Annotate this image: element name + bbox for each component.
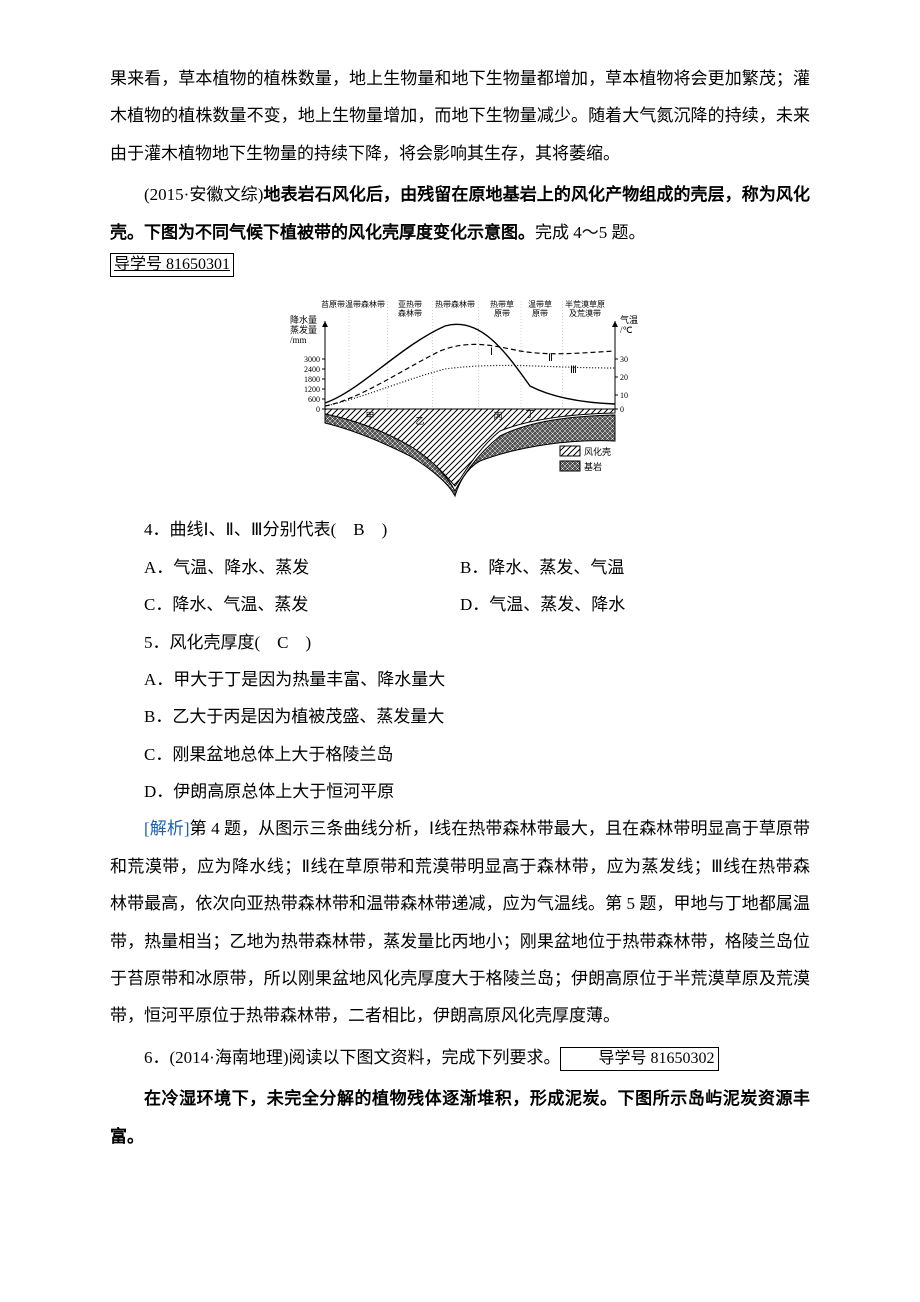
svg-text:600: 600 [308, 395, 320, 404]
svg-text:/℃: /℃ [620, 325, 633, 335]
svg-text:苔原带: 苔原带 [321, 299, 345, 309]
svg-text:1800: 1800 [304, 375, 320, 384]
svg-text:热带草: 热带草 [490, 299, 514, 309]
svg-text:原带: 原带 [532, 309, 548, 318]
svg-text:温带草: 温带草 [528, 299, 552, 309]
guide-number-2: 导学号 81650302 [560, 1047, 718, 1071]
q6-bold-intro: 在冷湿环境下，未完全分解的植物残体逐渐堆积，形成泥炭。下图所示岛屿泥炭资源丰富。 [110, 1080, 810, 1155]
analysis-paragraph: [解析]第 4 题，从图示三条曲线分析，Ⅰ线在热带森林带最大，且在森林带明显高于… [110, 810, 810, 1034]
svg-text:30: 30 [620, 355, 628, 364]
q4-choice-c: C．降水、气温、蒸发 [110, 586, 460, 623]
svg-text:原带: 原带 [494, 309, 510, 318]
q5-choice-c: C．刚果盆地总体上大于格陵兰岛 [110, 736, 810, 773]
svg-text:20: 20 [620, 373, 628, 382]
svg-text:Ⅰ: Ⅰ [490, 347, 493, 358]
svg-text:森林带: 森林带 [398, 308, 422, 318]
q4-row-2: C．降水、气温、蒸发 D．气温、蒸发、降水 [110, 586, 810, 623]
svg-text:0: 0 [620, 405, 624, 414]
svg-text:3000: 3000 [304, 355, 320, 364]
svg-text:热带森林带: 热带森林带 [435, 299, 475, 309]
svg-text:1200: 1200 [304, 385, 320, 394]
svg-text:及荒漠带: 及荒漠带 [569, 308, 601, 318]
svg-text:半荒漠草原: 半荒漠草原 [565, 299, 605, 309]
q5-choice-a: A．甲大于丁是因为热量丰富、降水量大 [110, 661, 810, 698]
svg-text:/mm: /mm [290, 335, 307, 345]
q6-stem: 6．(2014·海南地理)阅读以下图文资料，完成下列要求。导学号 8165030… [110, 1039, 810, 1076]
svg-text:丙: 丙 [493, 411, 502, 421]
svg-text:气温: 气温 [620, 314, 638, 325]
weathering-chart: 降水量蒸发量/mm气温/℃300024001800120060003020100… [110, 291, 810, 501]
q4-choice-d: D．气温、蒸发、降水 [460, 586, 810, 623]
continuation-paragraph: 果来看，草本植物的植株数量，地上生物量和地下生物量都增加，草本植物将会更加繁茂；… [110, 60, 810, 172]
q5-choice-b: B．乙大于丙是因为植被茂盛、蒸发量大 [110, 698, 810, 735]
guide-number-1: 导学号 81650301 [110, 253, 234, 277]
svg-text:甲: 甲 [365, 411, 374, 421]
q4-choice-a: A．气温、降水、蒸发 [110, 549, 460, 586]
svg-text:降水量: 降水量 [290, 314, 317, 325]
q4-row-1: A．气温、降水、蒸发 B．降水、蒸发、气温 [110, 549, 810, 586]
svg-text:2400: 2400 [304, 365, 320, 374]
q4-choice-b: B．降水、蒸发、气温 [460, 549, 810, 586]
svg-text:温带森林带: 温带森林带 [345, 299, 385, 309]
q4-stem: 4．曲线Ⅰ、Ⅱ、Ⅲ分别代表( B ) [110, 511, 810, 548]
svg-text:风化壳: 风化壳 [584, 446, 611, 457]
svg-text:乙: 乙 [415, 416, 424, 426]
analysis-body: 第 4 题，从图示三条曲线分析，Ⅰ线在热带森林带最大，且在森林带明显高于草原带和… [110, 819, 810, 1025]
svg-text:Ⅲ: Ⅲ [570, 365, 577, 376]
svg-text:基岩: 基岩 [584, 461, 602, 472]
question-4-5-stem: (2015·安徽文综)地表岩石风化后，由残留在原地基岩上的风化产物组成的壳层，称… [110, 176, 810, 251]
stem-tail: 完成 4～5 题。 [535, 223, 646, 242]
svg-text:0: 0 [316, 405, 320, 414]
source-2015: (2015·安徽文综) [144, 185, 263, 204]
q5-choice-d: D．伊朗高原总体上大于恒河平原 [110, 773, 810, 810]
q5-stem: 5．风化壳厚度( C ) [110, 624, 810, 661]
svg-text:Ⅱ: Ⅱ [548, 353, 553, 364]
svg-text:10: 10 [620, 391, 628, 400]
svg-text:蒸发量: 蒸发量 [290, 324, 317, 335]
q6-stem-text: 6．(2014·海南地理)阅读以下图文资料，完成下列要求。 [144, 1048, 560, 1067]
analysis-label: [解析] [144, 819, 190, 838]
svg-text:亚热带: 亚热带 [398, 299, 422, 309]
svg-text:丁: 丁 [525, 409, 534, 419]
